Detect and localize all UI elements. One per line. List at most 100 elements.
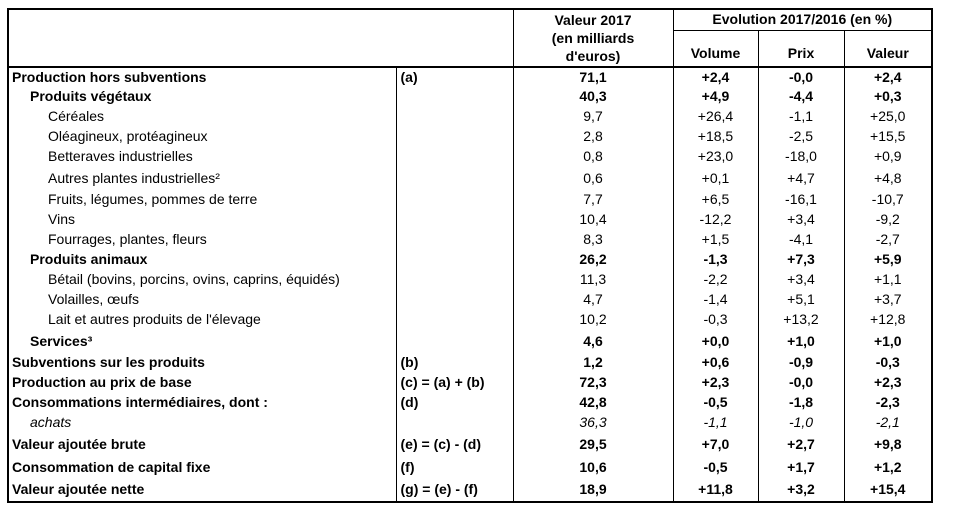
cell-valeur-2017: 4,6 [512, 330, 673, 353]
row-label: Vins [48, 211, 75, 228]
cell-valeur: +1,1 [843, 270, 933, 290]
row-label: Production hors subventions [8, 66, 396, 87]
table-row: Bétail (bovins, porcins, ovins, caprins,… [8, 270, 933, 290]
header-blank-cell [8, 9, 514, 67]
cell-prix: -4,4 [757, 87, 844, 107]
row-note [395, 270, 513, 290]
row-note [395, 250, 513, 270]
cell-valeur: -0,3 [843, 353, 933, 373]
cell-valeur: +3,7 [843, 290, 933, 310]
row-label: Valeur ajoutée nette [12, 481, 145, 498]
cell-volume: +2,4 [672, 66, 758, 87]
agricultural-accounts-table: Valeur 2017 (en milliards d'euros) Evolu… [7, 8, 934, 503]
cell-valeur-2017: 40,3 [512, 87, 673, 107]
row-label: Subventions sur les produits [12, 354, 205, 371]
cell-prix: +3,4 [757, 270, 844, 290]
cell-prix: -1,0 [757, 413, 844, 433]
cell-volume: +23,0 [672, 147, 758, 167]
cell-volume: +0,6 [672, 353, 758, 373]
cell-valeur: +4,8 [843, 167, 933, 190]
header-valeur-2017-line2: (en milliards [551, 30, 635, 46]
cell-valeur: +1,2 [843, 456, 933, 479]
cell-volume: -1,1 [672, 413, 758, 433]
cell-valeur: -9,2 [843, 210, 933, 230]
cell-volume: +2,3 [672, 373, 758, 393]
cell-volume: +18,5 [672, 127, 758, 147]
cell-valeur: -2,7 [843, 230, 933, 250]
row-note [395, 230, 513, 250]
row-note [395, 413, 513, 433]
cell-valeur-2017: 0,6 [512, 167, 673, 190]
table-row: Production au prix de base (c) = (a) + (b… [8, 373, 933, 393]
cell-volume: -0,5 [672, 456, 758, 479]
cell-prix: +13,2 [757, 310, 844, 330]
header-prix: Prix [757, 30, 844, 67]
cell-volume: +1,5 [672, 230, 758, 250]
cell-valeur-2017: 42,8 [512, 393, 673, 413]
cell-valeur-2017: 9,7 [512, 107, 673, 127]
table-row: Consommation de capital fixe (f) 10,6 -0,5 +… [8, 456, 933, 479]
cell-prix: +1,7 [757, 456, 844, 479]
row-note: (c) = (a) + (b) [395, 373, 513, 393]
cell-valeur-2017: 18,9 [512, 479, 673, 502]
row-note [395, 87, 513, 107]
cell-valeur: -2,3 [843, 393, 933, 413]
cell-valeur-2017: 2,8 [512, 127, 673, 147]
cell-volume: -0,5 [672, 393, 758, 413]
header-volume: Volume [690, 44, 741, 61]
row-note: (a) [395, 66, 513, 87]
row-note [395, 127, 513, 147]
row-label: Consommations intermédiaires, dont : [12, 394, 268, 411]
cell-volume: -1,4 [672, 290, 758, 310]
table-row: achats 36,3 -1,1 -1,0 -2,1 [8, 413, 933, 433]
table-row: Betteraves industrielles 0,8 +23,0 -18,0 +0,… [8, 147, 933, 167]
cell-volume: +0,0 [672, 330, 758, 353]
cell-valeur-2017: 4,7 [512, 290, 673, 310]
cell-prix: +5,1 [757, 290, 844, 310]
cell-volume: +11,8 [672, 479, 758, 502]
cell-valeur-2017: 10,6 [512, 456, 673, 479]
row-note [395, 310, 513, 330]
cell-prix: -0,9 [757, 353, 844, 373]
row-label: Volailles, œufs [48, 291, 140, 308]
row-note [395, 290, 513, 310]
cell-valeur: +2,3 [843, 373, 933, 393]
row-label: Produits végétaux [30, 88, 152, 105]
header-valeur-2017: Valeur 2017 (en milliards d'euros) [513, 9, 674, 67]
cell-prix: -4,1 [757, 230, 844, 250]
row-note [395, 190, 513, 210]
cell-valeur-2017: 29,5 [512, 433, 673, 456]
cell-valeur-2017: 7,7 [512, 190, 673, 210]
cell-valeur: +5,9 [843, 250, 933, 270]
cell-volume: -2,2 [672, 270, 758, 290]
cell-valeur: +25,0 [843, 107, 933, 127]
row-label: Bétail (bovins, porcins, ovins, caprins,… [48, 271, 340, 288]
row-note [395, 147, 513, 167]
cell-valeur-2017: 11,3 [512, 270, 673, 290]
cell-prix: -1,8 [757, 393, 844, 413]
row-note [395, 107, 513, 127]
cell-valeur: +0,9 [843, 147, 933, 167]
row-note: (d) [395, 393, 513, 413]
cell-prix: +3,4 [757, 210, 844, 230]
cell-valeur-2017: 1,2 [512, 353, 673, 373]
cell-prix: +1,0 [757, 330, 844, 353]
cell-prix: -0,0 [757, 66, 844, 87]
cell-volume: +6,5 [672, 190, 758, 210]
cell-valeur: +12,8 [843, 310, 933, 330]
row-note: (b) [395, 353, 513, 373]
table-row: Valeur ajoutée brute (e) = (c) - (d) 29,5 +… [8, 433, 933, 456]
row-note [395, 210, 513, 230]
row-note: (e) = (c) - (d) [395, 433, 513, 456]
row-label: Produits animaux [30, 251, 148, 268]
table-row: Céréales 9,7 +26,4 -1,1 +25,0 [8, 107, 933, 127]
table-row: Produits végétaux 40,3 +4,9 -4,4 +0,3 [8, 87, 933, 107]
row-label: Consommation de capital fixe [12, 458, 211, 475]
row-label: Fourrages, plantes, fleurs [48, 231, 207, 248]
header-evolution-title: Evolution 2017/2016 (en %) [673, 9, 933, 31]
row-label: Autres plantes industrielles² [48, 169, 220, 186]
table-row: Production hors subventions (a) 71,1 +2,4 -0… [8, 66, 933, 87]
cell-volume: -0,3 [672, 310, 758, 330]
header-valeur-2017-line1: Valeur 2017 [554, 12, 632, 28]
